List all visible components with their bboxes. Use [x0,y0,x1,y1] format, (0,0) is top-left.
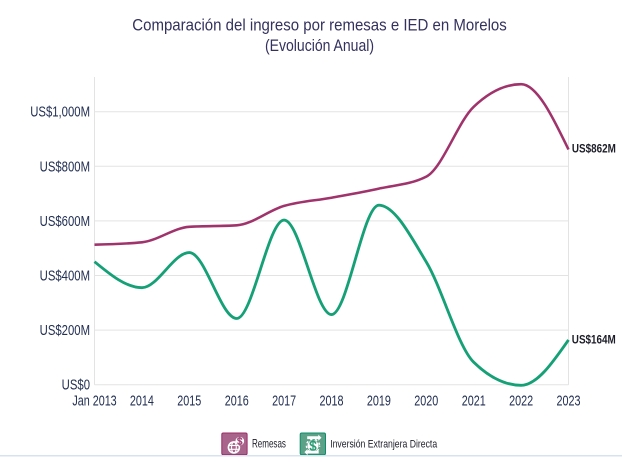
svg-text:2021: 2021 [462,392,486,409]
svg-text:US$164M: US$164M [572,334,616,347]
svg-text:2020: 2020 [414,392,438,409]
svg-text:2019: 2019 [367,392,391,409]
svg-text:Comparación del ingreso por re: Comparación del ingreso por remesas e IE… [132,17,507,35]
svg-text:(Evolución Anual): (Evolución Anual) [265,37,374,55]
svg-text:US$0: US$0 [62,376,90,393]
svg-text:US$862M: US$862M [572,143,616,156]
svg-text:US$800M: US$800M [40,158,90,175]
svg-text:US$400M: US$400M [40,267,90,284]
svg-text:2023: 2023 [557,392,581,409]
svg-text:2016: 2016 [225,392,249,409]
svg-text:2022: 2022 [509,392,533,409]
svg-text:2018: 2018 [320,392,344,409]
svg-text:2017: 2017 [272,392,296,409]
svg-text:US$1,000M: US$1,000M [30,103,90,120]
svg-text:2015: 2015 [177,392,201,409]
svg-text:Jan 2013: Jan 2013 [72,392,116,409]
svg-text:2014: 2014 [130,392,154,409]
svg-text:Remesas: Remesas [252,438,286,451]
svg-text:Inversión Extranjera Directa: Inversión Extranjera Directa [330,438,437,450]
svg-text:US$600M: US$600M [40,212,90,229]
svg-text:US$200M: US$200M [40,322,90,339]
